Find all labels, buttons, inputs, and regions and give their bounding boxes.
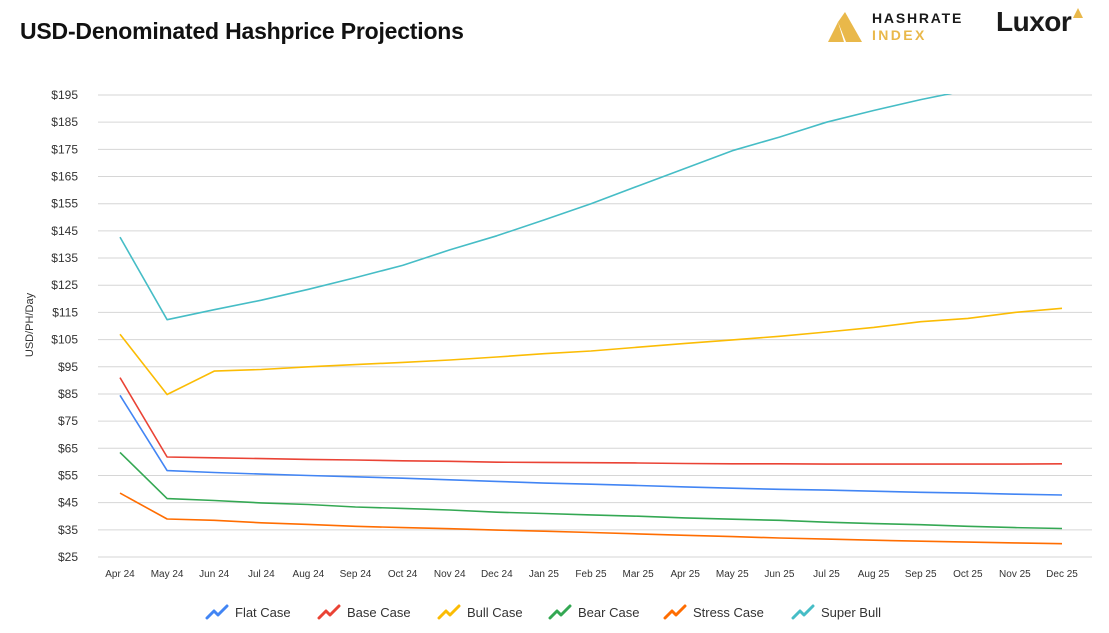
y-tick-label: $165 [51, 170, 78, 184]
y-tick-label: $85 [58, 387, 78, 401]
legend-item-flat-case[interactable]: Flat Case [205, 601, 291, 623]
hashrate-logo-text: HASHRATE [872, 10, 964, 26]
y-tick-label: $175 [51, 142, 78, 156]
gridlines [98, 94, 1092, 558]
series-line-super-bull [119, 94, 953, 321]
y-tick-label: $55 [58, 468, 78, 482]
y-tick-label: $75 [58, 414, 78, 428]
y-tick-label: $195 [51, 88, 78, 102]
legend-item-bear-case[interactable]: Bear Case [548, 601, 639, 623]
legend-item-stress-case[interactable]: Stress Case [663, 601, 764, 623]
y-tick-label: $115 [52, 305, 78, 319]
x-tick-label: May 24 [151, 569, 184, 580]
y-tick-label: $25 [58, 550, 78, 564]
y-tick-label: $95 [58, 360, 78, 374]
line-chart: $25 $35 $45 $55 $65 $75 $85 $95 $105 $115 $125 $135… [24, 88, 1092, 580]
x-tick-label: Oct 25 [953, 569, 983, 580]
x-tick-label: Jan 25 [529, 569, 559, 580]
x-tick-label: Mar 25 [623, 569, 655, 580]
y-tick-label: $125 [51, 278, 78, 292]
y-axis-ticks: $25 $35 $45 $55 $65 $75 $85 $95 $105 $115 $125 $135… [51, 88, 78, 564]
x-tick-label: Sep 25 [905, 569, 937, 580]
legend-line-icon [548, 604, 572, 620]
y-axis-label: USD/PH/Day [24, 292, 36, 357]
y-tick-label: $45 [58, 496, 78, 510]
y-tick-label: $105 [51, 333, 78, 347]
x-tick-label: Jul 24 [248, 569, 275, 580]
x-tick-label: Apr 24 [105, 569, 135, 580]
y-tick-label: $65 [58, 441, 78, 455]
legend-line-icon [317, 604, 341, 620]
hashrate-index-logo: HASHRATE INDEX [828, 9, 978, 45]
legend-label: Stress Case [693, 604, 764, 620]
chart-title: USD-Denominated Hashprice Projections [20, 18, 464, 44]
series-line-bull-case [119, 307, 1063, 396]
series-lines [119, 94, 1063, 545]
series-line-stress-case [119, 492, 1063, 545]
legend-item-base-case[interactable]: Base Case [317, 601, 411, 623]
x-tick-label: Oct 24 [388, 569, 418, 580]
hashrate-index-logo-icon [828, 12, 862, 42]
legend-line-icon [663, 604, 687, 620]
x-tick-label: Jun 25 [764, 569, 794, 580]
legend-item-super-bull[interactable]: Super Bull [791, 601, 881, 623]
x-tick-label: Nov 25 [999, 569, 1031, 580]
x-tick-label: Jul 25 [813, 569, 840, 580]
x-axis-ticks: Apr 24 May 24 Jun 24 Jul 24 Aug 24 Sep 24 Oct … [105, 569, 1078, 580]
legend-line-icon [205, 604, 229, 620]
x-tick-label: Dec 25 [1046, 569, 1078, 580]
legend-label: Bull Case [467, 604, 523, 620]
luxor-triangle-icon [1073, 8, 1084, 18]
x-tick-label: Aug 25 [858, 569, 890, 580]
x-tick-label: Apr 25 [670, 569, 700, 580]
x-tick-label: May 25 [716, 569, 749, 580]
y-tick-label: $135 [51, 251, 78, 265]
legend-label: Base Case [347, 604, 411, 620]
y-tick-label: $185 [51, 115, 78, 129]
y-tick-label: $155 [51, 197, 78, 211]
luxor-logo-text: Luxor [996, 6, 1072, 37]
legend-label: Flat Case [235, 604, 291, 620]
legend-line-icon [791, 604, 815, 620]
index-logo-text: INDEX [872, 27, 927, 43]
legend-item-bull-case[interactable]: Bull Case [437, 601, 523, 623]
series-line-base-case [119, 377, 1063, 465]
x-tick-label: Aug 24 [293, 569, 325, 580]
x-tick-label: Feb 25 [575, 569, 607, 580]
series-line-flat-case [119, 394, 1063, 496]
series-line-bear-case [119, 451, 1063, 530]
x-tick-label: Nov 24 [434, 569, 466, 580]
x-tick-label: Jun 24 [199, 569, 229, 580]
legend-label: Super Bull [821, 604, 881, 620]
x-tick-label: Dec 24 [481, 569, 513, 580]
y-tick-label: $35 [58, 523, 78, 537]
chart-legend: Flat Case Base Case Bull Case Bear Case Stre… [0, 601, 1109, 623]
legend-line-icon [437, 604, 461, 620]
x-tick-label: Sep 24 [340, 569, 372, 580]
legend-label: Bear Case [578, 604, 640, 620]
luxor-logo: Luxor [996, 6, 1084, 38]
y-tick-label: $145 [51, 224, 78, 238]
